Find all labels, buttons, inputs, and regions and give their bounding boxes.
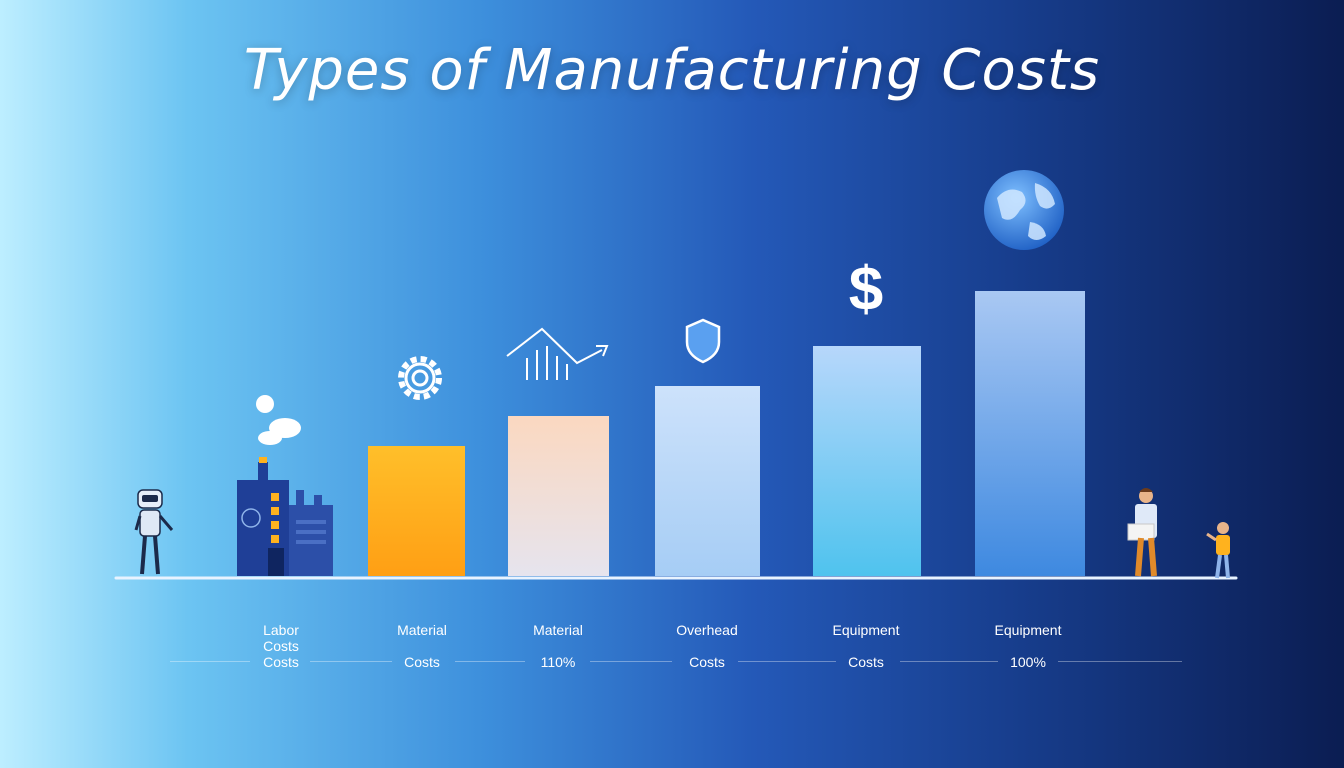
bar-3 (655, 386, 760, 576)
chart-title: Types of Manufacturing Costs (243, 38, 1101, 103)
gear-icon (398, 356, 442, 400)
category-label-labor: Labor Costs Costs (201, 622, 361, 670)
bar-2 (508, 416, 609, 576)
tick-label: Costs (263, 638, 299, 654)
tick-label: Costs (848, 654, 884, 670)
category-label-overhead: Overhead Costs (627, 622, 787, 670)
tick-label: 110% (540, 654, 576, 670)
tick-label: Overhead (676, 622, 738, 638)
shield-icon (685, 318, 721, 364)
tick-label: Equipment (832, 622, 900, 638)
tick-label: Costs (404, 654, 440, 670)
label-separator (170, 661, 250, 662)
worker-illustration (1127, 488, 1157, 577)
category-label-equipment: Equipment Costs (786, 622, 946, 670)
label-separator (900, 661, 998, 662)
tick-label: Material (533, 622, 583, 638)
globe-icon (984, 170, 1064, 250)
smoke-icon (256, 395, 301, 445)
dollar-icon: $ (849, 255, 883, 324)
label-separator (590, 661, 672, 662)
tick-label: Material (397, 622, 447, 638)
spacer (786, 638, 946, 654)
spacer (627, 638, 787, 654)
spacer (948, 638, 1108, 654)
tick-label: 100% (1010, 654, 1046, 670)
child-illustration (1206, 522, 1230, 579)
tick-label: Equipment (994, 622, 1062, 638)
bar-1 (368, 446, 465, 576)
label-separator (738, 661, 836, 662)
label-separator (1058, 661, 1182, 662)
category-label-material-2: Material 110% (478, 622, 638, 670)
category-label-material: Material Costs (342, 622, 502, 670)
factory-icon (237, 457, 333, 576)
spacer (478, 638, 638, 654)
trend-chart-icon (506, 327, 609, 380)
bars-group (368, 291, 1085, 576)
tick-label: Costs (263, 654, 299, 670)
bar-5 (975, 291, 1085, 576)
label-separator (310, 661, 392, 662)
robot-illustration (134, 489, 174, 575)
tick-label: Labor (263, 622, 299, 638)
bar-4 (813, 346, 921, 576)
label-separator (455, 661, 525, 662)
tick-label: Costs (689, 654, 725, 670)
category-label-equipment-2: Equipment 100% (948, 622, 1108, 670)
